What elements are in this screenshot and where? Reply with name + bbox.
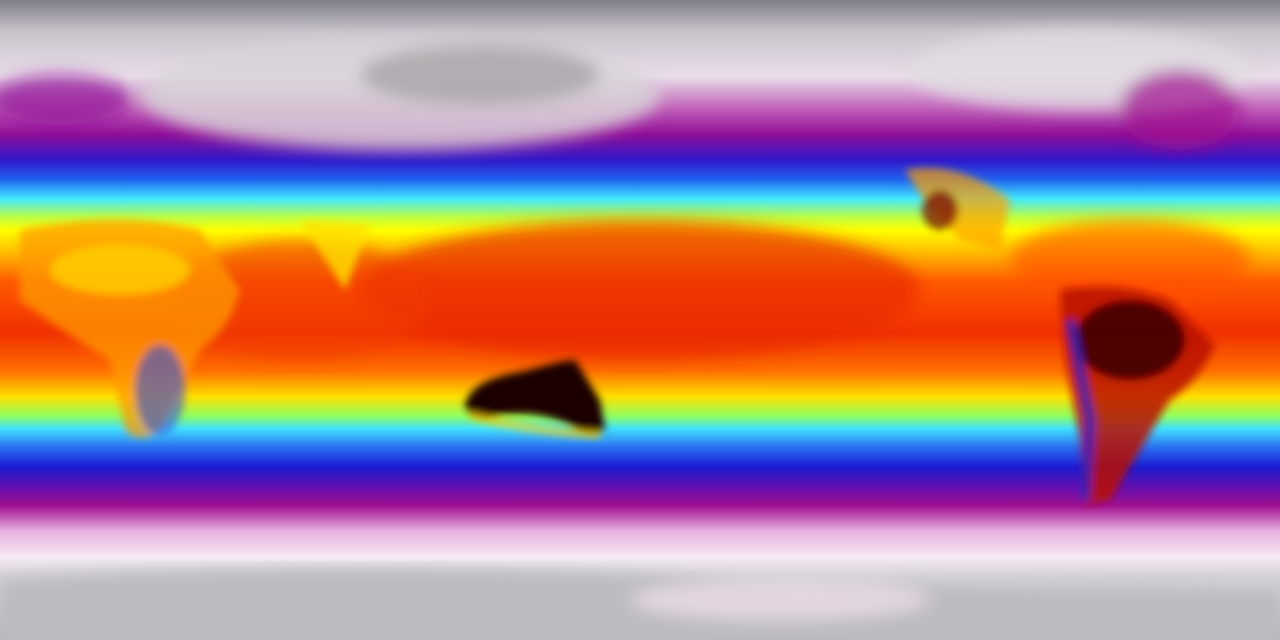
south-america <box>1060 286 1215 505</box>
north-america <box>905 168 1010 250</box>
australia <box>465 360 605 439</box>
antarctica <box>0 568 1280 640</box>
north-polar-region <box>0 30 1250 150</box>
india <box>300 220 370 290</box>
africa <box>20 220 240 438</box>
warm-tropical-band <box>170 220 1250 360</box>
